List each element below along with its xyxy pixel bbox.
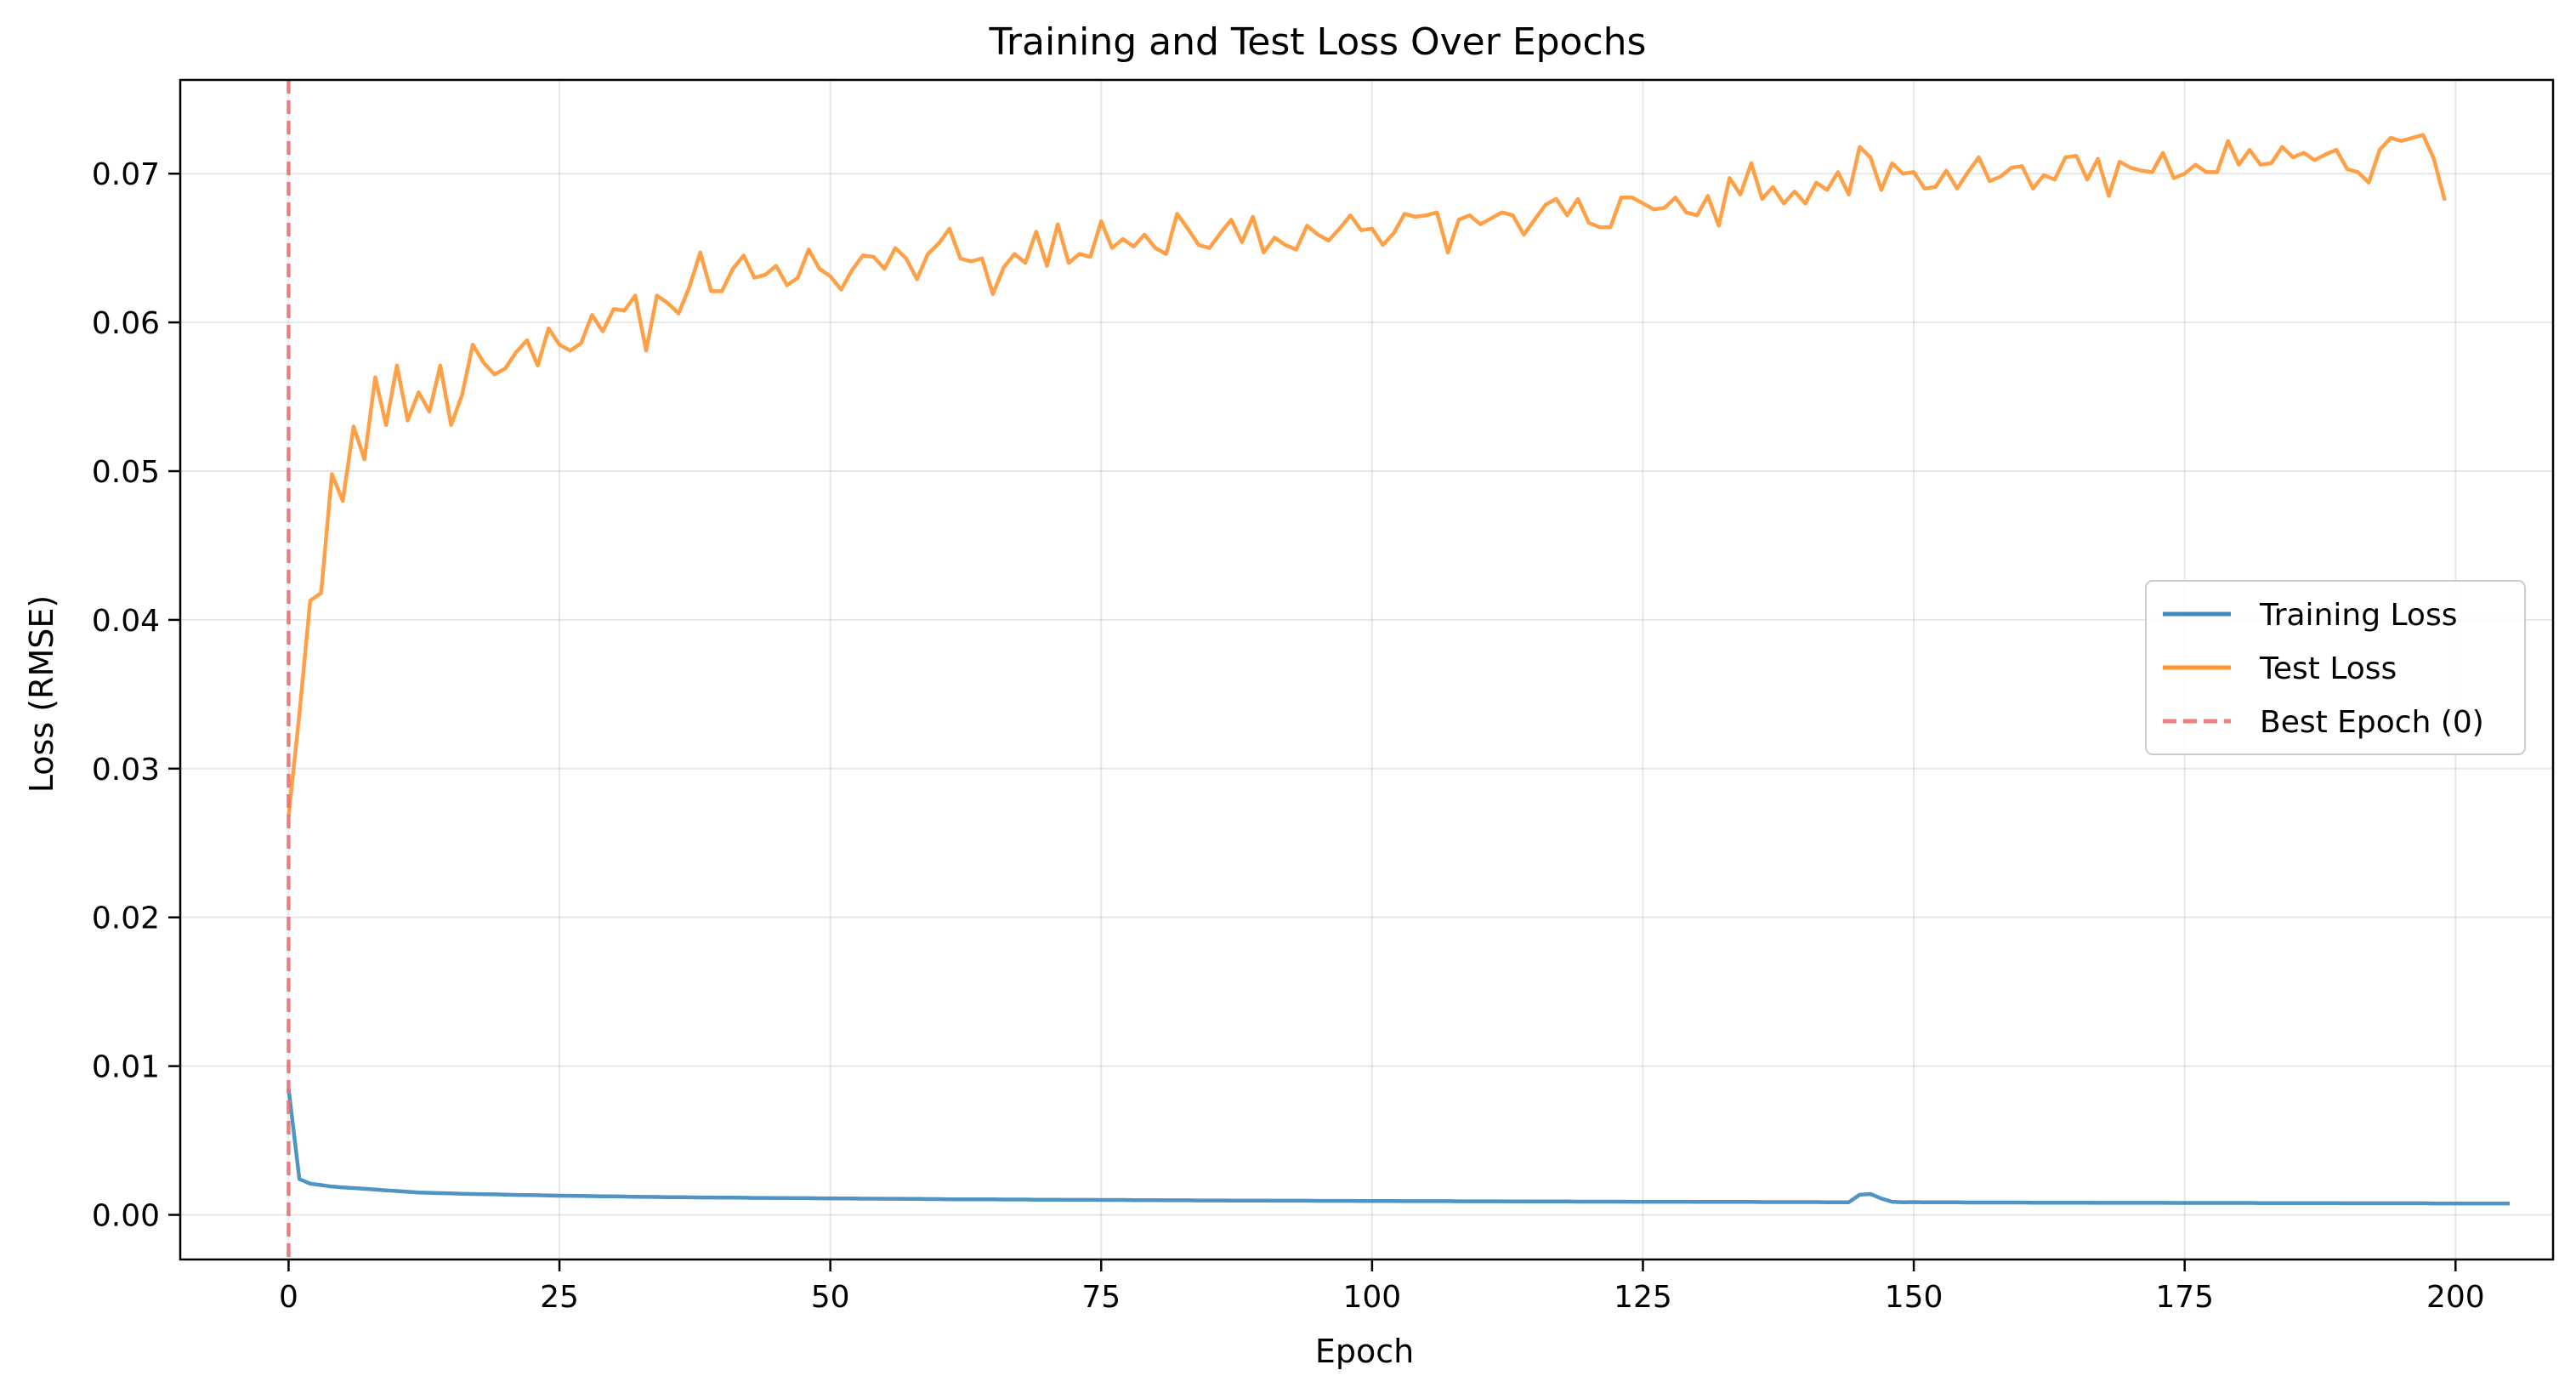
y-tick-label: 0.05: [92, 455, 160, 490]
x-tick-label: 175: [2155, 1280, 2214, 1315]
plot-frame: [179, 78, 2555, 1261]
legend: Training Loss Test Loss Best Epoch (0): [2145, 580, 2526, 755]
x-tick-label: 50: [811, 1280, 850, 1315]
y-tick-label: 0.02: [92, 901, 160, 936]
x-tick-label: 100: [1343, 1280, 1402, 1315]
legend-label-best-epoch: Best Epoch (0): [2260, 705, 2484, 740]
legend-label-test-loss: Test Loss: [2259, 651, 2397, 686]
x-tick-label: 25: [540, 1280, 579, 1315]
y-axis: 0.00 0.01 0.02 0.03 0.04 0.05 0.06 0.07: [92, 157, 180, 1234]
test-loss-line: [287, 133, 2447, 817]
y-tick-label: 0.00: [92, 1199, 160, 1234]
y-tick-label: 0.04: [92, 604, 160, 639]
y-tick-label: 0.06: [92, 306, 160, 341]
x-tick-label: 200: [2426, 1280, 2485, 1315]
chart-title: Training and Test Loss Over Epochs: [989, 20, 1647, 64]
series-layer: [287, 80, 2510, 1259]
y-tick-label: 0.07: [92, 157, 160, 192]
x-tick-label: 150: [1885, 1280, 1943, 1315]
x-tick-label: 0: [279, 1280, 298, 1315]
training-loss-line: [287, 1088, 2510, 1206]
y-axis-label: Loss (RMSE): [23, 595, 60, 793]
y-tick-label: 0.01: [92, 1050, 160, 1085]
plot-area: [179, 78, 2555, 1261]
legend-box: [2145, 580, 2526, 755]
x-tick-label: 125: [1614, 1280, 1672, 1315]
y-tick-label: 0.03: [92, 753, 160, 787]
x-axis-label: Epoch: [1315, 1333, 1414, 1370]
legend-label-training-loss: Training Loss: [2259, 598, 2457, 633]
x-axis: 0 25 50 75 100 125 150 175 200: [279, 1259, 2485, 1315]
x-tick-label: 75: [1081, 1280, 1121, 1315]
